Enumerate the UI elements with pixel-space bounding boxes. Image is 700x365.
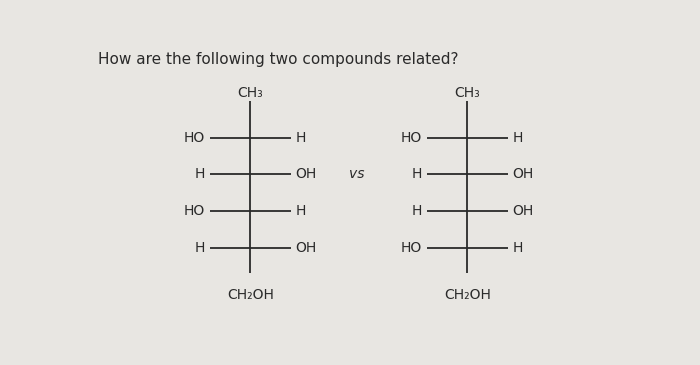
Text: H: H	[412, 168, 422, 181]
Text: HO: HO	[184, 204, 205, 218]
Text: OH: OH	[295, 168, 316, 181]
Text: H: H	[195, 168, 205, 181]
Text: CH₃: CH₃	[237, 86, 263, 100]
Text: CH₃: CH₃	[454, 86, 480, 100]
Text: OH: OH	[512, 204, 533, 218]
Text: vs: vs	[349, 168, 365, 181]
Text: H: H	[512, 131, 523, 145]
Text: H: H	[412, 204, 422, 218]
Text: OH: OH	[512, 168, 533, 181]
Text: HO: HO	[401, 241, 422, 254]
Text: H: H	[195, 241, 205, 254]
Text: H: H	[295, 131, 306, 145]
Text: OH: OH	[295, 241, 316, 254]
Text: H: H	[512, 241, 523, 254]
Text: H: H	[295, 204, 306, 218]
Text: CH₂OH: CH₂OH	[227, 288, 274, 302]
Text: How are the following two compounds related?: How are the following two compounds rela…	[98, 52, 459, 67]
Text: HO: HO	[184, 131, 205, 145]
Text: CH₂OH: CH₂OH	[444, 288, 491, 302]
Text: HO: HO	[401, 131, 422, 145]
